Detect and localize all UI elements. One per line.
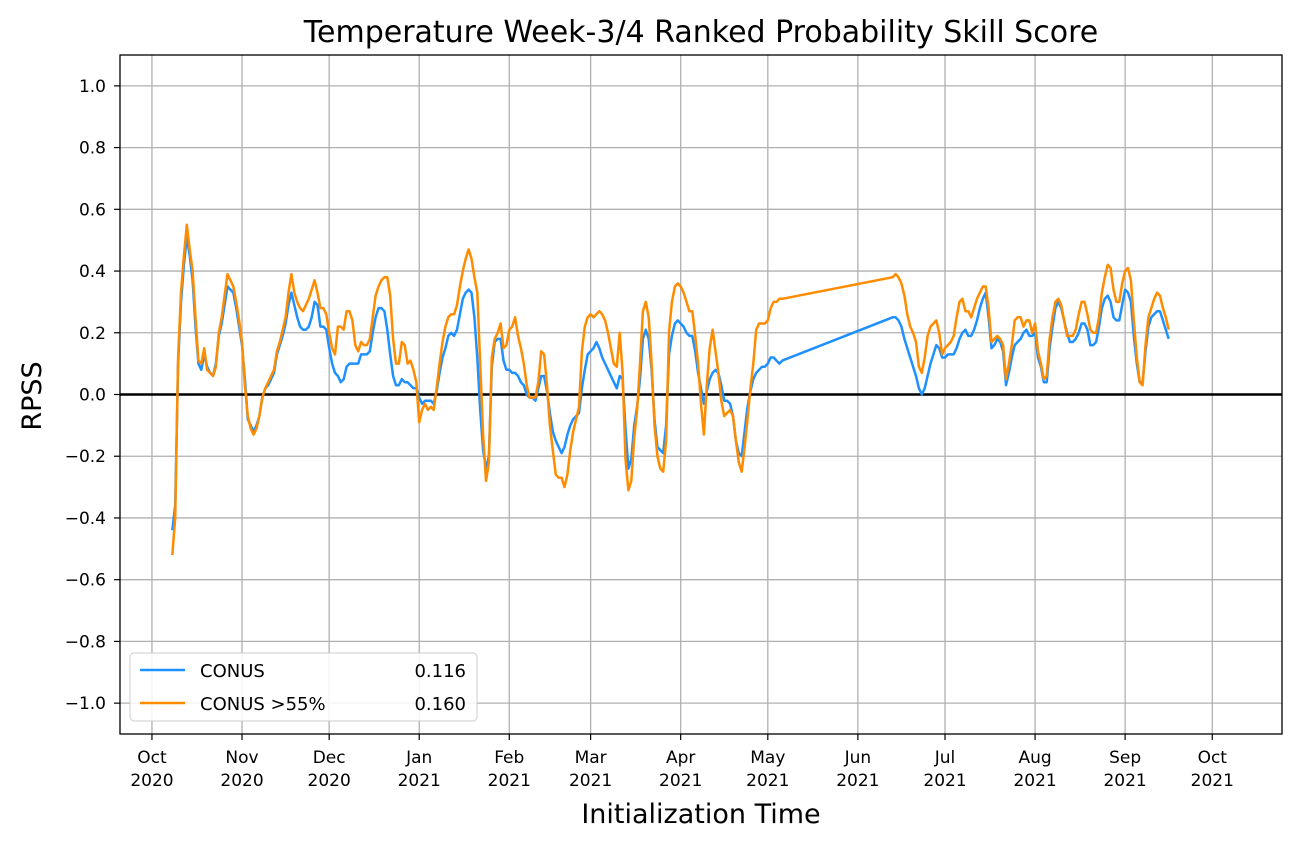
legend-box <box>129 652 478 722</box>
x-tick-label-month: Mar <box>575 748 607 768</box>
x-tick-label-month: Apr <box>666 748 695 768</box>
x-tick-label-month: Jul <box>934 748 956 768</box>
chart-title: Temperature Week-3/4 Ranked Probability … <box>303 15 1098 50</box>
series-line-conus-55 <box>171 223 1170 556</box>
x-tick-label-month: Oct <box>137 748 167 768</box>
x-tick-label-month: Dec <box>313 748 346 768</box>
y-tick-label: 0.0 <box>79 386 106 406</box>
y-tick-label: −1.0 <box>65 694 106 714</box>
x-tick-label-month: Jun <box>844 748 872 768</box>
x-tick-label-year: 2021 <box>488 771 531 791</box>
y-tick-label: −0.6 <box>65 571 106 591</box>
x-tick-label-year: 2021 <box>1013 771 1056 791</box>
x-tick-label-month: Sep <box>1109 748 1141 768</box>
y-tick-label: 1.0 <box>79 77 106 97</box>
x-tick-label-year: 2021 <box>836 771 879 791</box>
x-tick-label-year: 2021 <box>398 771 441 791</box>
legend-label-conus-55: CONUS >55% <box>200 694 326 715</box>
series-line-conus <box>171 235 1170 531</box>
x-tick-label-year: 2021 <box>569 771 612 791</box>
x-tick-label-year: 2021 <box>659 771 702 791</box>
y-tick-label: 0.6 <box>79 200 106 220</box>
y-tick-label: 0.2 <box>79 324 106 344</box>
legend-label-conus: CONUS <box>200 661 265 682</box>
x-tick-label-month: Feb <box>494 748 524 768</box>
x-axis-label: Initialization Time <box>581 799 820 830</box>
series-lines <box>171 223 1170 556</box>
x-tick-label-month: May <box>750 748 785 768</box>
x-tick-label-year: 2020 <box>308 771 351 791</box>
x-tick-label-year: 2021 <box>746 771 789 791</box>
y-tick-label: 0.8 <box>79 139 106 159</box>
x-tick-label-year: 2021 <box>923 771 966 791</box>
x-tick-label-month: Jan <box>405 748 432 768</box>
y-axis-ticks: 1.0 0.8 0.6 0.4 0.2 0.0 −0.2 −0.4 −0.6 −0.8 −1.0 <box>65 77 120 714</box>
x-tick-label-month: Oct <box>1198 748 1228 768</box>
x-tick-label-year: 2021 <box>1103 771 1146 791</box>
x-axis-ticks: Oct 2020 Nov 2020 Dec 2020 Jan 2021 Feb 2021 Mar 20… <box>130 734 1234 791</box>
x-tick-label-year: 2020 <box>130 771 173 791</box>
x-tick-label-month: Aug <box>1018 748 1051 768</box>
y-tick-label: −0.8 <box>65 632 106 652</box>
y-axis-label: RPSS <box>17 361 48 430</box>
y-tick-label: 0.4 <box>79 262 106 282</box>
legend-value-conus-55: 0.160 <box>414 694 466 715</box>
x-tick-label-year: 2021 <box>1191 771 1234 791</box>
x-tick-label-month: Nov <box>225 748 258 768</box>
legend-value-conus: 0.116 <box>414 661 466 682</box>
legend: CONUS 0.116 CONUS >55% 0.160 <box>129 652 478 722</box>
y-tick-label: −0.2 <box>65 447 106 467</box>
x-tick-label-year: 2020 <box>220 771 263 791</box>
y-tick-label: −0.4 <box>65 509 106 529</box>
